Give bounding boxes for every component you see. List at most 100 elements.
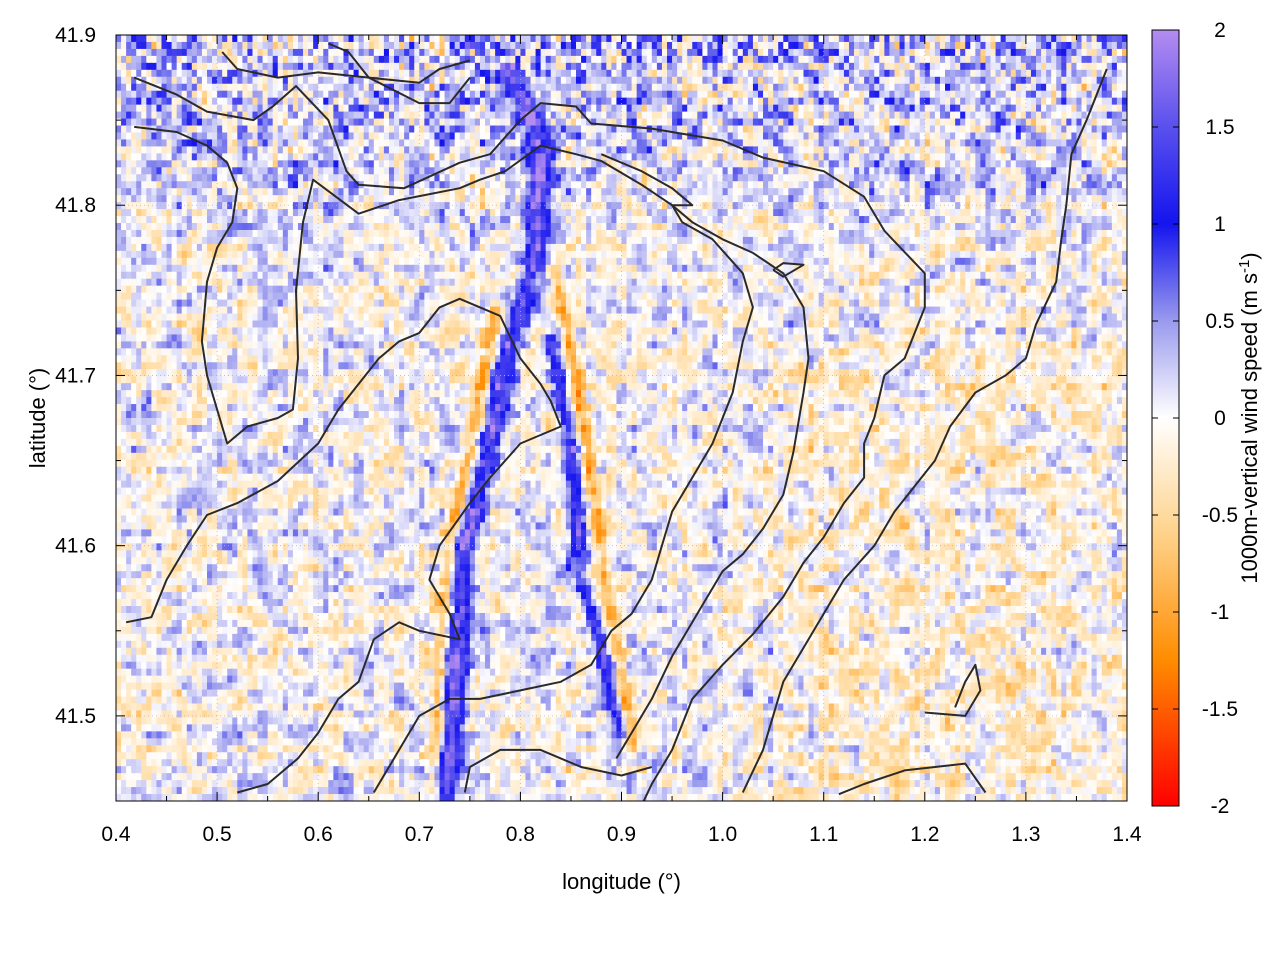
heatmap-cell [809,202,815,210]
heatmap-cell [1036,70,1042,78]
heatmap-cell [561,112,567,120]
heatmap-cell [955,160,961,168]
heatmap-cell [318,146,324,154]
heatmap-cell [980,174,986,182]
heatmap-cell [627,146,633,154]
heatmap-cell [359,195,365,203]
heatmap-cell [935,195,941,203]
heatmap-cell [758,56,764,64]
heatmap-cell [975,195,981,203]
heatmap-cell [172,56,178,64]
heatmap-cell [288,195,294,203]
heatmap-cell [1016,160,1022,168]
heatmap-cell [273,56,279,64]
heatmap-cell [480,160,486,168]
heatmap-cell [379,126,385,134]
heatmap-cell [672,105,678,113]
heatmap-cell [996,174,1002,182]
heatmap-cell [748,63,754,71]
heatmap-cell [359,112,365,120]
heatmap-cell [252,153,258,161]
heatmap-cell [1036,56,1042,64]
heatmap-cell [910,119,916,127]
heatmap-cell [970,56,976,64]
heatmap-cell [1097,132,1103,140]
heatmap-cell [712,91,718,99]
heatmap-cell [682,139,688,147]
heatmap-cell [879,126,885,134]
heatmap-cell [1117,174,1123,182]
heatmap-cell [536,63,542,71]
heatmap-cell [531,132,537,140]
heatmap-cell [637,35,643,43]
heatmap-cell [930,98,936,106]
heatmap-cell [622,70,628,78]
heatmap-cell [222,181,228,189]
heatmap-cell [1041,146,1047,154]
heatmap-cell [1061,84,1067,92]
heatmap-cell [702,35,708,43]
heatmap-cell [470,139,476,147]
heatmap-cell [945,91,951,99]
heatmap-cell [723,188,729,196]
heatmap-cell [1112,167,1118,175]
heatmap-cell [940,195,946,203]
heatmap-cell [278,56,284,64]
heatmap-cell [667,174,673,182]
heatmap-cell [293,167,299,175]
heatmap-cell [632,202,638,210]
heatmap-cell [1041,49,1047,57]
heatmap-cell [263,119,269,127]
heatmap-cell [192,160,198,168]
heatmap-cell [343,98,349,106]
heatmap-cell [141,132,147,140]
heatmap-cell [258,42,264,50]
heatmap-cell [571,126,577,134]
heatmap-cell [1087,146,1093,154]
heatmap-cell [915,112,921,120]
heatmap-cell [783,105,789,113]
heatmap-cell [702,126,708,134]
heatmap-cell [687,98,693,106]
heatmap-cell [849,126,855,134]
heatmap-cell [814,160,820,168]
heatmap-cell [1056,70,1062,78]
heatmap-cell [1001,91,1007,99]
heatmap-cell [1082,84,1088,92]
heatmap-cell [460,126,466,134]
heatmap-cell [622,139,628,147]
heatmap-cell [561,35,567,43]
heatmap-cell [566,56,572,64]
heatmap-cell [965,195,971,203]
heatmap-cell [980,132,986,140]
heatmap-cell [192,56,198,64]
heatmap-cell [429,153,435,161]
heatmap-cell [596,105,602,113]
heatmap-cell [146,202,152,210]
heatmap-cell [763,202,769,210]
heatmap-cell [480,77,486,85]
heatmap-cell [343,119,349,127]
heatmap-cell [798,77,804,85]
heatmap-cell [1041,119,1047,127]
heatmap-cell [996,153,1002,161]
heatmap-cell [778,63,784,71]
heatmap-cell [318,56,324,64]
heatmap-cell [889,112,895,120]
heatmap-cell [576,84,582,92]
heatmap-cell [773,77,779,85]
heatmap-cell [859,202,865,210]
heatmap-cell [753,98,759,106]
heatmap-cell [298,160,304,168]
heatmap-cell [642,119,648,127]
heatmap-cell [141,42,147,50]
heatmap-cell [738,91,744,99]
heatmap-cell [657,112,663,120]
heatmap-cell [859,105,865,113]
heatmap-cell [728,202,734,210]
heatmap-cell [940,181,946,189]
heatmap-cell [465,167,471,175]
heatmap-cell [258,91,264,99]
heatmap-cell [1016,56,1022,64]
heatmap-cell [758,132,764,140]
